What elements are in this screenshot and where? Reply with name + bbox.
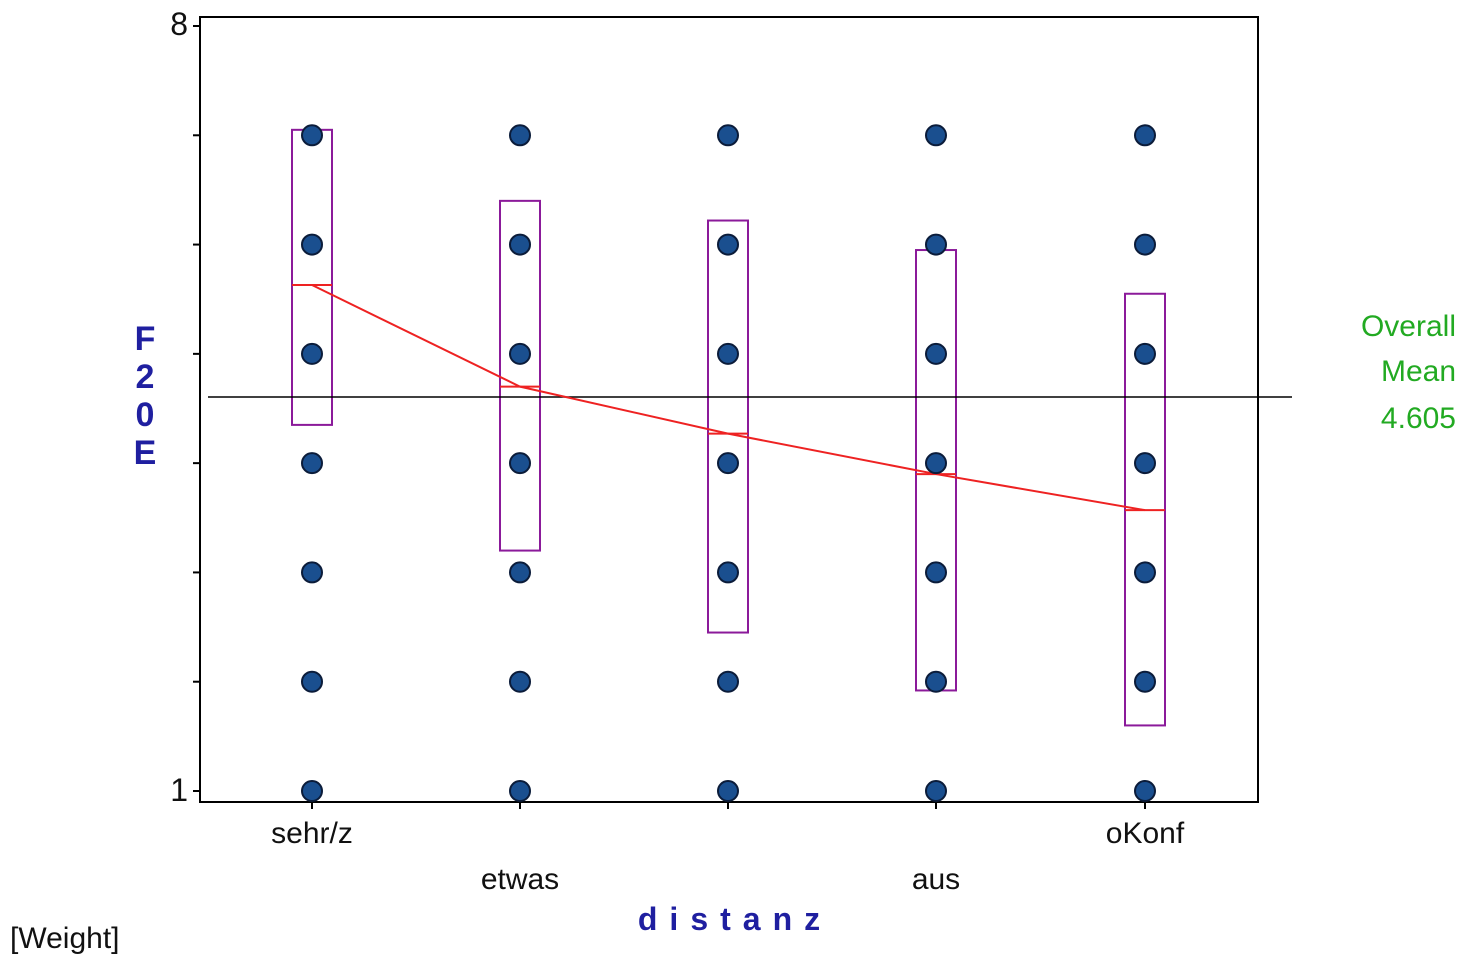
point-2-6 <box>717 124 739 147</box>
point-1-0 <box>509 780 531 802</box>
y-axis-label-char: 2 <box>136 358 155 396</box>
y-ticks <box>193 25 1146 809</box>
y-axis-label-char: E <box>134 434 157 472</box>
point-4-1 <box>1134 670 1156 693</box>
data-points <box>301 124 1156 802</box>
overall-mean-label-line2: Mean <box>1381 355 1456 388</box>
point-0-0 <box>301 780 323 802</box>
point-2-3 <box>717 452 739 475</box>
weight-label: [Weight] <box>10 922 120 955</box>
point-3-6 <box>925 124 947 147</box>
point-1-4 <box>509 342 531 365</box>
point-2-4 <box>717 342 739 365</box>
point-3-4 <box>925 342 947 365</box>
y-tick-label-bottom: 1 <box>170 772 188 808</box>
point-1-6 <box>509 124 531 147</box>
x-axis-label: distanz <box>638 901 832 937</box>
point-4-3 <box>1134 452 1156 475</box>
point-2-1 <box>717 670 739 693</box>
point-4-4 <box>1134 342 1156 365</box>
point-4-6 <box>1134 124 1156 147</box>
x-tick-label-1: etwas <box>481 863 559 896</box>
x-tick-label-3: aus <box>912 863 960 896</box>
point-0-1 <box>301 670 323 693</box>
x-tick-label-4: oKonf <box>1106 817 1185 850</box>
point-4-2 <box>1134 561 1156 584</box>
point-1-2 <box>509 561 531 584</box>
interval-boxes <box>291 128 1166 727</box>
point-1-5 <box>509 233 531 256</box>
overall-mean-value: 4.605 <box>1381 402 1456 435</box>
point-3-1 <box>925 670 947 693</box>
x-tick-labels: sehr/z etwas aus oKonf <box>271 817 1185 896</box>
point-0-6 <box>301 124 323 147</box>
point-4-0 <box>1134 780 1156 802</box>
point-2-5 <box>717 233 739 256</box>
point-4-5 <box>1134 233 1156 256</box>
y-axis-label-char: 0 <box>136 396 155 434</box>
point-3-3 <box>925 452 947 475</box>
y-axis-label-char: F <box>135 320 156 358</box>
interval-box-0 <box>291 128 333 426</box>
point-0-5 <box>301 233 323 256</box>
point-3-5 <box>925 233 947 256</box>
y-tick-label-top: 8 <box>170 6 188 42</box>
point-3-2 <box>925 561 947 584</box>
overall-mean-label-line1: Overall <box>1361 310 1456 343</box>
point-2-2 <box>717 561 739 584</box>
point-0-3 <box>301 452 323 475</box>
point-1-3 <box>509 452 531 475</box>
point-0-2 <box>301 561 323 584</box>
point-2-0 <box>717 780 739 802</box>
point-0-4 <box>301 342 323 365</box>
x-tick-label-0: sehr/z <box>271 817 353 850</box>
point-3-0 <box>925 780 947 802</box>
point-1-1 <box>509 670 531 693</box>
interval-box-2 <box>707 219 749 634</box>
interval-box-1 <box>499 199 541 552</box>
means-line-group <box>292 284 1165 512</box>
